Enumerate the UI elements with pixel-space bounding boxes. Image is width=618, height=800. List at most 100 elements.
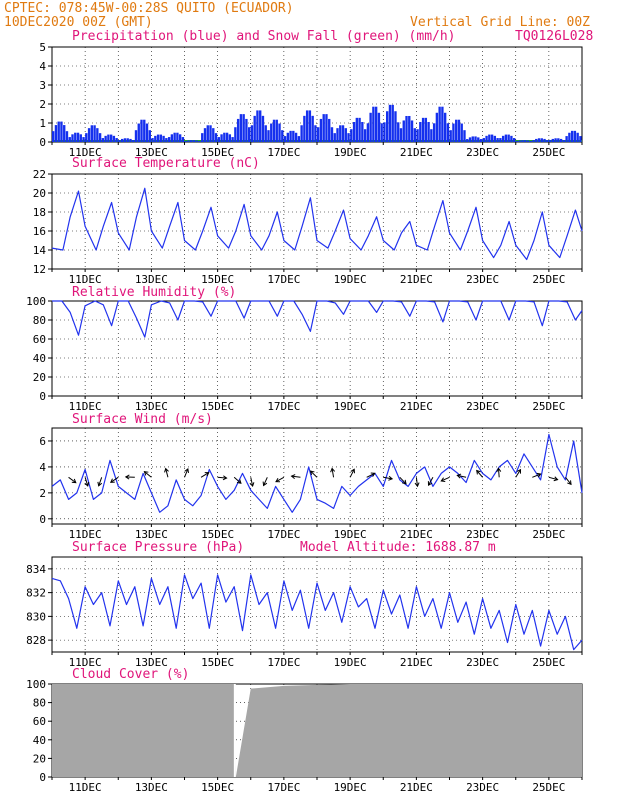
precip-bar bbox=[524, 140, 527, 142]
precip-bar bbox=[176, 132, 179, 142]
precip-bar bbox=[347, 133, 350, 142]
precip-bar bbox=[330, 127, 334, 142]
precip-bar bbox=[305, 110, 309, 142]
wind-arrow bbox=[399, 476, 407, 485]
wind-xtick-label: 17DEC bbox=[267, 528, 300, 541]
precip-bar bbox=[250, 125, 254, 142]
precip-bar bbox=[369, 112, 372, 142]
wind-arrowhead bbox=[456, 473, 462, 479]
wind-arrowhead bbox=[516, 468, 522, 474]
precip-bar bbox=[239, 114, 243, 142]
wind-arrow bbox=[548, 476, 558, 481]
precip-xtick-label: 15DEC bbox=[201, 146, 234, 159]
precip-bar bbox=[377, 112, 381, 142]
precip-bar bbox=[372, 106, 375, 142]
wind-arrowhead bbox=[402, 479, 407, 485]
precip-bar bbox=[568, 132, 571, 142]
pressure-xtick-label: 17DEC bbox=[267, 656, 300, 669]
rh-ytick-label: 20 bbox=[33, 371, 46, 384]
precip-bar bbox=[518, 140, 521, 142]
cloud-xtick-label: 13DEC bbox=[135, 781, 168, 794]
precip-bar bbox=[60, 121, 63, 142]
precip-bar bbox=[209, 125, 212, 142]
wind-arrow bbox=[110, 476, 119, 483]
precip-bar bbox=[71, 134, 74, 142]
temp-ytick-label: 14 bbox=[33, 244, 47, 257]
precip-bar bbox=[507, 134, 510, 142]
rh-ytick-label: 0 bbox=[39, 390, 46, 403]
wind-ytick-label: 2 bbox=[39, 487, 46, 500]
rh-ytick-label: 40 bbox=[33, 352, 46, 365]
precip-bar bbox=[308, 110, 312, 142]
precip-bar bbox=[134, 130, 138, 142]
precip-bar bbox=[443, 112, 447, 142]
wind-arrow bbox=[497, 468, 500, 478]
precip-bar bbox=[336, 128, 339, 142]
precip-bar bbox=[242, 114, 245, 142]
wind-xtick-label: 13DEC bbox=[135, 528, 168, 541]
wind-arrow bbox=[457, 474, 467, 478]
precip-bar bbox=[546, 140, 549, 142]
wind-arrowhead bbox=[330, 467, 336, 473]
precip-bar bbox=[557, 138, 560, 142]
precip-bar bbox=[228, 134, 232, 142]
cloud-ytick-label: 40 bbox=[33, 734, 46, 747]
precip-bar bbox=[283, 136, 287, 142]
cloud-ytick-label: 20 bbox=[33, 752, 46, 765]
rh-xtick-label: 23DEC bbox=[466, 400, 499, 413]
precip-bar bbox=[319, 118, 323, 142]
precip-bar bbox=[471, 136, 474, 142]
precip-bar bbox=[223, 132, 226, 142]
precip-bar bbox=[435, 112, 439, 142]
wind-arrowhead bbox=[222, 475, 228, 481]
precip-bar bbox=[292, 130, 295, 142]
precip-bar bbox=[247, 127, 251, 142]
pressure-xtick-label: 23DEC bbox=[466, 656, 499, 669]
wind-arrow bbox=[263, 477, 268, 486]
wind-arrowhead bbox=[414, 482, 420, 488]
precip-bar bbox=[90, 125, 94, 142]
wind-arrowhead bbox=[309, 470, 315, 476]
precip-bar bbox=[178, 134, 182, 142]
precip-bar bbox=[413, 128, 416, 142]
precip-bar bbox=[363, 129, 367, 142]
precip-bar bbox=[482, 138, 485, 142]
wind-arrowhead bbox=[370, 472, 376, 477]
precip-bar bbox=[529, 141, 532, 142]
precip-bar bbox=[352, 122, 356, 142]
precip-bar bbox=[267, 130, 270, 142]
pressure-ytick-label: 830 bbox=[26, 610, 46, 623]
wind-arrow bbox=[532, 473, 541, 478]
header-grid-note: Vertical Grid Line: 00Z bbox=[410, 15, 590, 30]
precip-bar bbox=[479, 139, 483, 142]
precip-bar bbox=[504, 134, 508, 142]
wind-arrowhead bbox=[184, 468, 189, 473]
wind-arrow bbox=[476, 470, 484, 478]
rh-xtick-label: 21DEC bbox=[400, 400, 433, 413]
precip-bar bbox=[173, 132, 176, 142]
pressure-xtick-label: 11DEC bbox=[69, 656, 102, 669]
precip-bar bbox=[446, 123, 450, 142]
precip-bar bbox=[253, 115, 256, 142]
wind-arrow bbox=[441, 476, 450, 482]
precip-bar bbox=[201, 133, 204, 142]
precip-bar bbox=[512, 138, 516, 142]
precip-bar bbox=[112, 135, 116, 142]
wind-arrow bbox=[349, 469, 355, 478]
precip-bar bbox=[421, 117, 425, 142]
precip-bar bbox=[496, 138, 499, 142]
precip-bar bbox=[96, 128, 99, 142]
precip-bar bbox=[270, 123, 273, 142]
precip-bar bbox=[490, 134, 494, 142]
precip-bar bbox=[328, 118, 331, 142]
precip-bar bbox=[76, 132, 80, 142]
cloud-xtick-label: 25DEC bbox=[532, 781, 565, 794]
precip-bar bbox=[192, 140, 196, 142]
pressure-ytick-label: 834 bbox=[26, 563, 46, 576]
cloud-ytick-label: 0 bbox=[39, 771, 46, 784]
pressure-xtick-label: 15DEC bbox=[201, 656, 234, 669]
precip-bar bbox=[455, 119, 458, 142]
precip-bar bbox=[419, 122, 422, 142]
precip-bar bbox=[126, 138, 129, 142]
temp-ytick-label: 12 bbox=[33, 263, 46, 276]
